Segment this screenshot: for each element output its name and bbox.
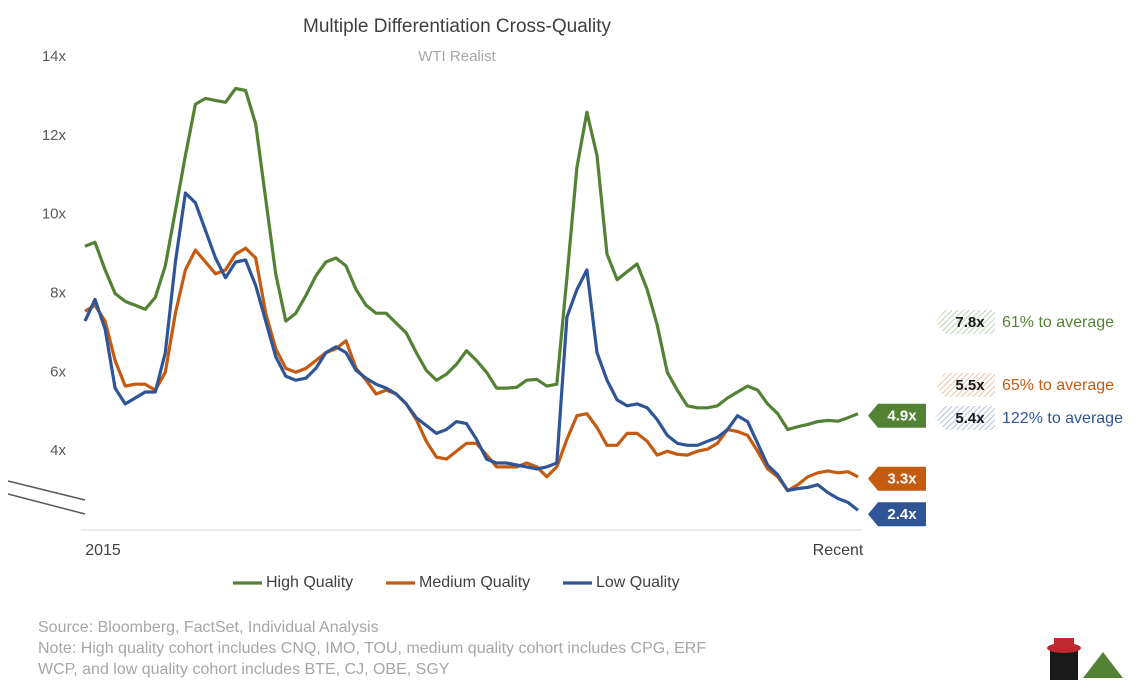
y-tick-label: 10x [42, 206, 67, 223]
y-tick-label: 6x [50, 363, 66, 380]
end-tag [868, 502, 926, 527]
y-tick-label: 14x [42, 48, 67, 65]
end-tag [868, 466, 926, 491]
series-line [84, 246, 859, 493]
series-line [84, 86, 859, 432]
legend-label: Medium Quality [419, 574, 530, 591]
average-note: 61% to average [1002, 314, 1114, 331]
series-line [83, 191, 859, 512]
legend-label: High Quality [266, 574, 353, 591]
end-tag-label: 4.9x [887, 408, 917, 425]
logo [1047, 638, 1123, 680]
footnote: Note: High quality cohort includes CNQ, … [38, 640, 706, 657]
average-note: 65% to average [1002, 377, 1114, 394]
chart-subtitle: WTI Realist [418, 48, 496, 65]
x-tick-label: Recent [813, 542, 864, 559]
axis-break [7, 480, 86, 501]
average-tag-label: 5.5x [955, 377, 985, 394]
average-tag [935, 373, 995, 397]
average-tag-label: 5.4x [955, 410, 985, 427]
average-tag [935, 310, 995, 334]
average-note: 122% to average [1002, 410, 1123, 427]
y-tick-label: 12x [42, 127, 67, 144]
y-tick-label: 8x [50, 284, 66, 301]
legend-label: Low Quality [596, 574, 680, 591]
end-tag-label: 2.4x [887, 506, 917, 523]
y-tick-label: 4x [50, 442, 66, 459]
end-tag [868, 403, 926, 428]
average-tag [935, 406, 995, 430]
end-tag-label: 3.3x [887, 471, 917, 488]
average-tag-label: 7.8x [955, 314, 985, 331]
footnote: Source: Bloomberg, FactSet, Individual A… [38, 619, 379, 636]
footnote: WCP, and low quality cohort includes BTE… [38, 661, 450, 678]
x-tick-label: 2015 [85, 542, 121, 559]
chart-title: Multiple Differentiation Cross-Quality [303, 16, 611, 37]
axis-break [7, 493, 86, 515]
